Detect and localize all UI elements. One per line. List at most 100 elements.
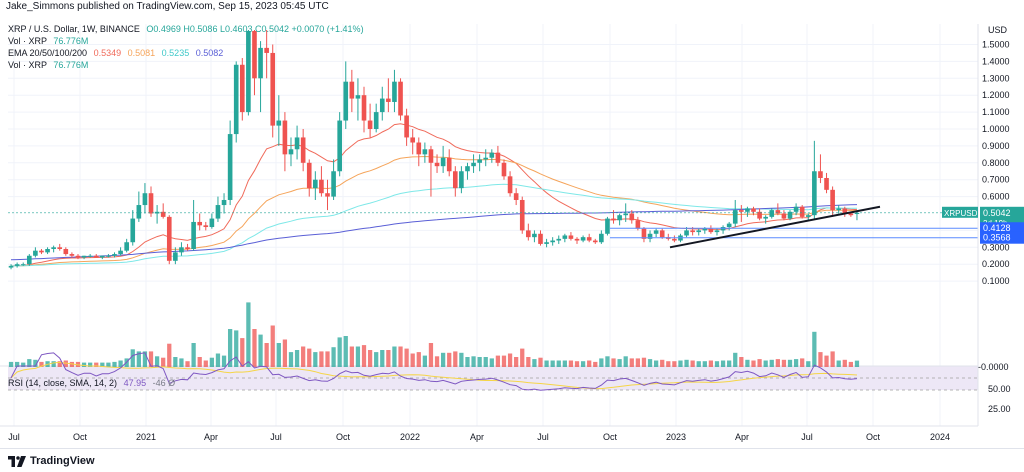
level-tag-bg <box>980 231 1024 244</box>
ema-20-line <box>10 123 858 267</box>
candle <box>708 225 714 234</box>
volume-bar <box>154 356 160 367</box>
chart-canvas[interactable]: USD 1.5000 1.4000 1.3000 1.2000 1.1000 1.0000 0… <box>0 0 1024 448</box>
y-tick-label: 0.9000 <box>982 141 1010 151</box>
candle <box>775 203 781 216</box>
candle <box>446 149 452 177</box>
symbol-tag-label: XRPUSD <box>944 209 978 218</box>
candle-body <box>215 205 221 219</box>
candle-body <box>26 255 32 265</box>
last-price-value: 0.5042 <box>983 208 1011 218</box>
candlesticks <box>8 30 860 270</box>
candle <box>410 129 416 155</box>
candle-body <box>672 238 677 241</box>
volume-bar <box>757 359 762 367</box>
candle-body <box>355 95 361 99</box>
volume-bar <box>252 329 257 367</box>
candle-body <box>130 218 136 243</box>
candle <box>106 254 111 258</box>
level-tag-bg <box>980 222 1024 235</box>
candle-body <box>173 252 178 261</box>
volume-bar <box>39 361 44 367</box>
publisher-line: Jake_Simmons published on TradingView.co… <box>6 1 329 12</box>
candle-body <box>166 216 172 261</box>
candle <box>641 227 647 243</box>
volume-bar <box>708 360 714 367</box>
tradingview-logo[interactable]: TradingView <box>8 454 95 468</box>
volume-bar <box>258 334 263 367</box>
rsi-band <box>8 366 978 390</box>
volume-bar <box>276 343 281 367</box>
candle <box>513 188 519 206</box>
x-tick-label: 2024 <box>930 432 950 442</box>
candle <box>39 248 44 255</box>
volume-bar <box>495 355 501 367</box>
volume-bar <box>100 362 105 367</box>
volume-bar <box>629 358 634 367</box>
candle-body <box>313 179 318 189</box>
candle <box>757 208 762 221</box>
candle-body <box>136 205 142 219</box>
volume-bar <box>489 358 494 367</box>
candle-body <box>757 211 762 219</box>
candle-body <box>592 240 598 243</box>
x-tick-label: Jul <box>801 432 813 442</box>
volume-bar <box>574 361 580 367</box>
volume-bar <box>106 362 111 367</box>
volume-bar <box>623 356 628 367</box>
legend-symbol: XRP / U.S. Dollar, 1W, BINANCE <box>8 24 140 34</box>
candle-body <box>258 47 263 79</box>
volume-bar <box>727 360 732 367</box>
x-tick-label: Apr <box>735 432 749 442</box>
candle <box>142 183 148 214</box>
candle-body <box>519 199 525 231</box>
candle-body <box>599 233 604 243</box>
volume-bar <box>392 346 397 367</box>
candle-body <box>233 64 239 135</box>
candle-body <box>221 199 227 206</box>
candle <box>124 238 129 253</box>
volume-bar <box>763 360 768 367</box>
candle-body <box>477 159 482 163</box>
y-tick-label: 0.2000 <box>982 259 1010 269</box>
candle-body <box>452 171 458 189</box>
candle-body <box>799 206 805 217</box>
y-tick-label: 1.5000 <box>982 40 1010 50</box>
level-tag-value: 0.3568 <box>983 233 1011 243</box>
volume-bar <box>739 357 744 367</box>
candle-body <box>239 64 245 113</box>
trendline <box>669 205 881 249</box>
candle-body <box>142 193 148 206</box>
candle <box>769 208 775 219</box>
legend-ema20-value: 0.5349 <box>93 48 122 58</box>
volume-bar <box>453 351 458 367</box>
candle <box>507 171 513 197</box>
volume-bar <box>179 358 184 367</box>
candle <box>592 238 598 244</box>
candle <box>544 238 549 248</box>
candle-body <box>550 240 555 243</box>
volume-bar <box>227 329 233 367</box>
candle <box>605 216 610 236</box>
candle <box>629 210 635 224</box>
candle-body <box>641 228 647 239</box>
candle-body <box>830 189 835 211</box>
y-tick-label: 1.3000 <box>982 73 1010 83</box>
candle-body <box>611 218 616 221</box>
candle <box>166 215 172 265</box>
volume-bar <box>720 360 726 367</box>
candle <box>288 137 294 167</box>
candle-body <box>39 250 44 253</box>
candle <box>246 30 251 116</box>
candle-body <box>739 210 744 212</box>
candle-body <box>33 250 38 256</box>
volume-bar <box>173 357 178 367</box>
volume-bar <box>118 360 123 367</box>
rsi-legend-label: RSI (14, close, SMA, 14, 2) <box>8 378 118 388</box>
candle-body <box>270 52 276 126</box>
candle <box>319 166 324 197</box>
x-tick-label: Oct <box>866 432 881 442</box>
volume-bar <box>556 360 561 367</box>
candle <box>422 142 428 163</box>
